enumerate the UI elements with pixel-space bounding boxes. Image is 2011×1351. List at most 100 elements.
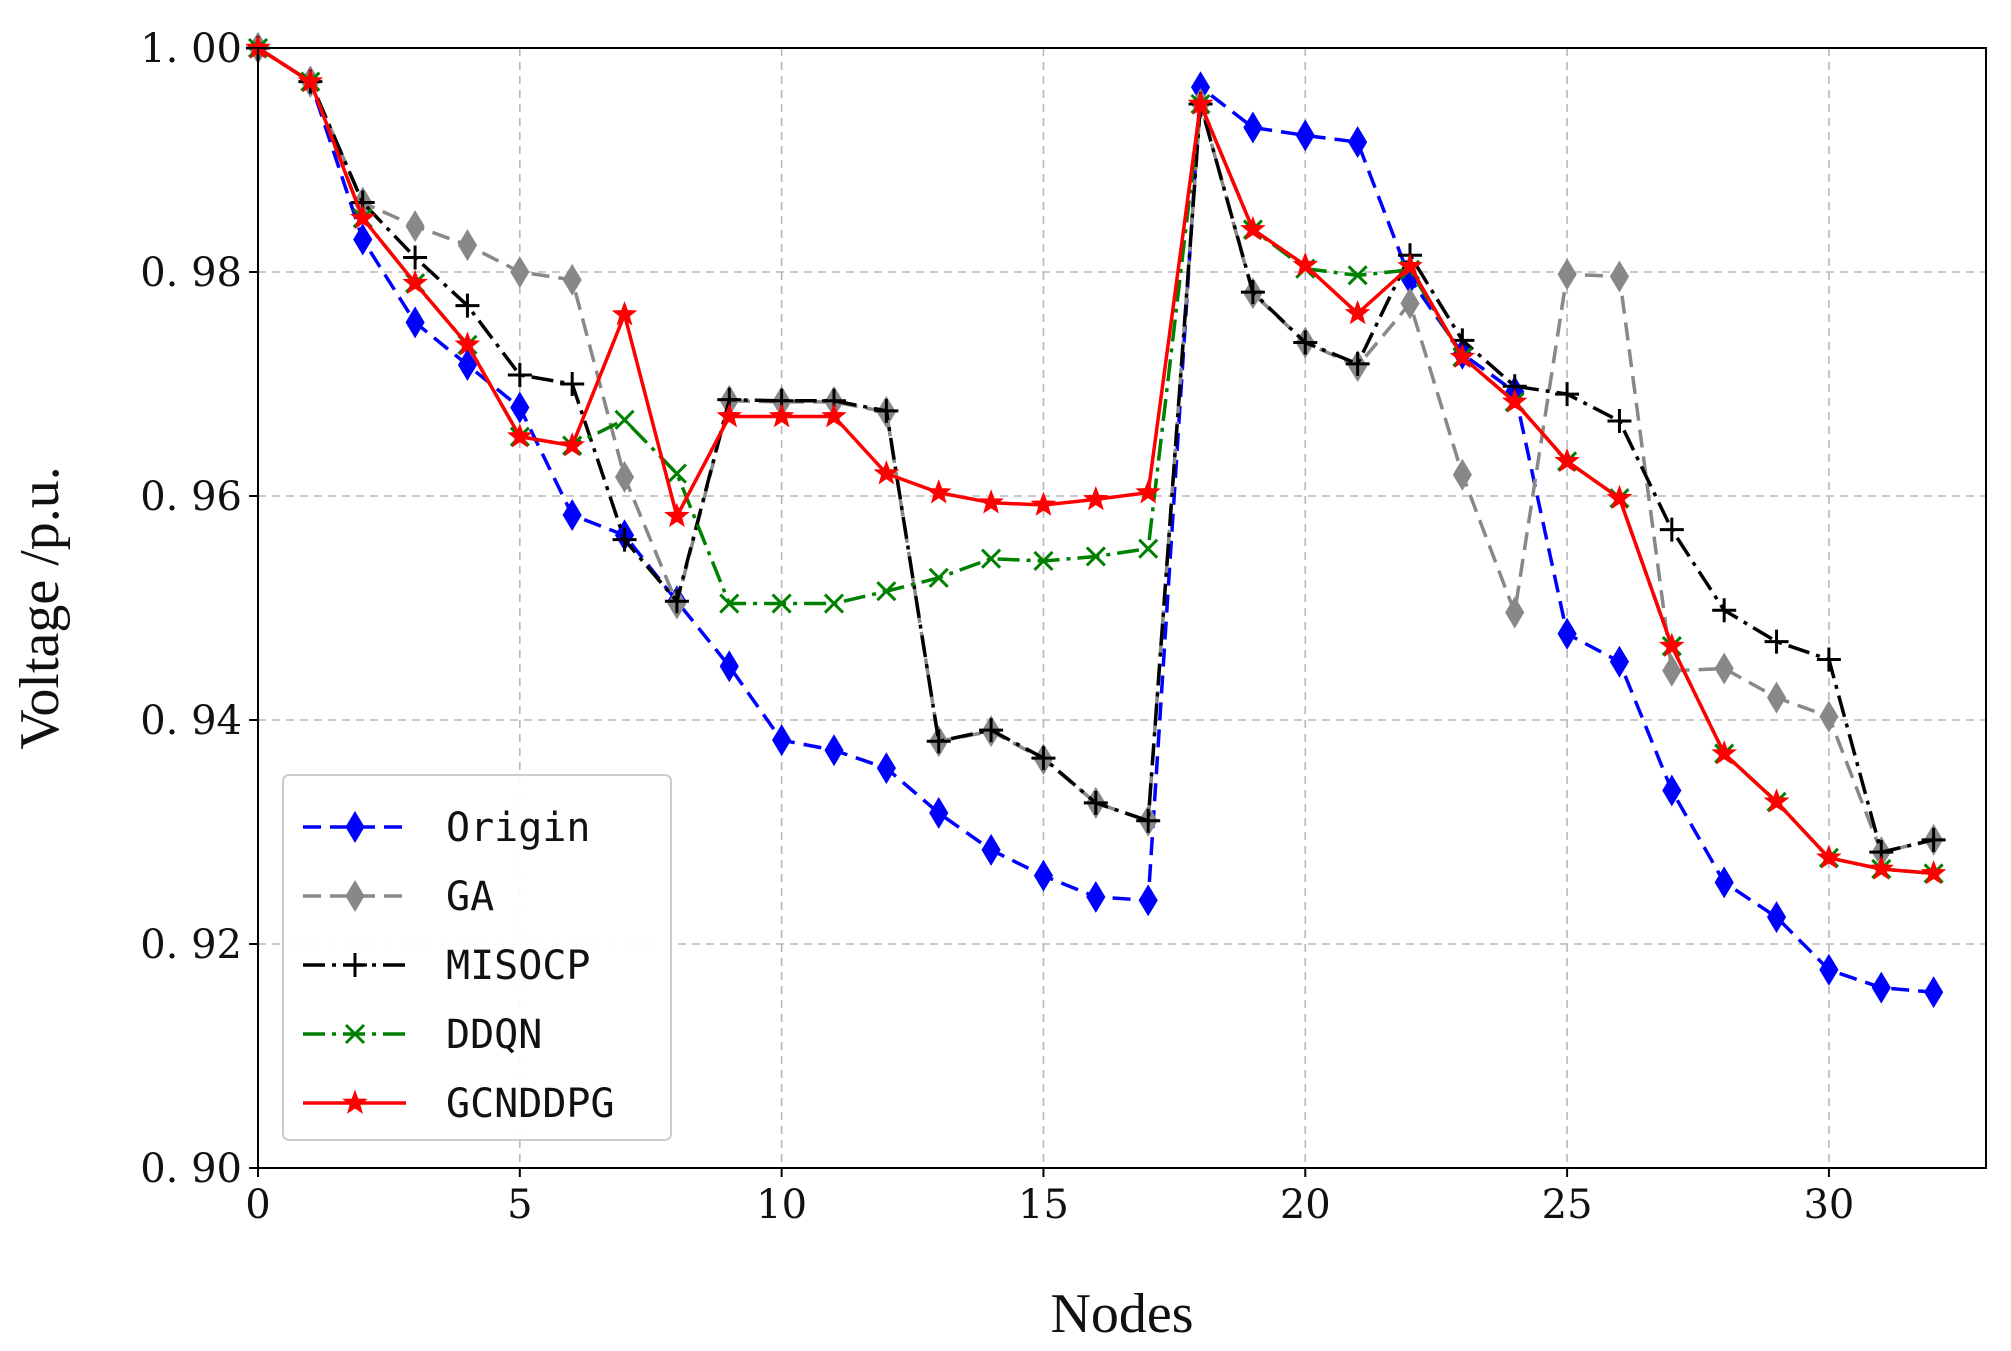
data-point-origin [719, 650, 739, 683]
y-tick-label: 1. 00 [140, 26, 242, 72]
data-point-misocp [1816, 647, 1841, 672]
data-point-origin [929, 796, 949, 829]
data-point-gcnddpg [1292, 251, 1319, 277]
data-point-gcnddpg [1449, 343, 1476, 368]
legend-marker-origin [345, 811, 365, 843]
data-point-origin [1086, 880, 1106, 913]
data-point-misocp [1345, 351, 1370, 376]
data-point-origin [1714, 866, 1734, 899]
data-point-origin [562, 499, 582, 532]
data-point-gcnddpg [925, 479, 952, 504]
data-point-gcnddpg [1868, 855, 1895, 880]
legend-marker-ddqn [344, 1023, 366, 1045]
data-point-ga [562, 263, 582, 296]
data-point-gcnddpg [716, 403, 743, 428]
data-point-ga [405, 210, 425, 243]
data-point-gcnddpg [611, 301, 638, 326]
data-point-origin [1557, 617, 1577, 650]
data-point-gcnddpg [1344, 299, 1371, 325]
series-origin [248, 32, 1944, 1009]
data-point-misocp [1240, 280, 1265, 305]
data-point-origin [876, 752, 896, 785]
data-point-misocp [1764, 629, 1789, 654]
data-point-ddqn [928, 567, 949, 588]
data-point-gcnddpg [297, 68, 324, 93]
data-point-origin [1871, 971, 1891, 1004]
data-point-misocp [403, 245, 428, 270]
x-tick-label: 0 [245, 1182, 270, 1228]
data-point-origin [1766, 901, 1787, 934]
y-tick-label: 0. 92 [140, 922, 242, 968]
x-tick-label: 15 [1018, 1182, 1069, 1228]
data-point-ga [510, 256, 530, 288]
data-point-origin [772, 724, 792, 757]
legend-label-ddqn: DDQN [446, 1012, 542, 1058]
data-point-misocp [1031, 746, 1056, 771]
data-point-ddqn [1033, 550, 1054, 572]
series-gcnddpg [245, 34, 1947, 885]
data-point-gcnddpg [1920, 859, 1947, 885]
data-point-gcnddpg [402, 269, 428, 295]
data-point-ddqn [614, 409, 635, 430]
data-point-ga [1609, 260, 1630, 293]
data-point-origin [1609, 645, 1630, 678]
data-point-origin [1243, 111, 1263, 144]
data-point-gcnddpg [1240, 215, 1266, 241]
data-point-gcnddpg [1397, 252, 1423, 278]
data-point-ddqn [823, 593, 845, 614]
y-tick-label: 0. 90 [140, 1146, 242, 1192]
y-tick-label: 0. 94 [140, 698, 242, 744]
data-point-ddqn [876, 581, 897, 602]
data-point-misocp [455, 293, 480, 318]
axis-ticks: 0 5 10 15 20 25 30 0. 90 0. 92 0. 94 0. 96 0. 98 1. … [140, 26, 1854, 1228]
data-point-gcnddpg [978, 489, 1004, 514]
data-point-ga [1714, 652, 1734, 685]
data-point-origin [353, 223, 373, 256]
data-point-gcnddpg [1501, 388, 1528, 413]
data-point-origin [405, 306, 425, 339]
legend-item-gcnddpg: GCNDDPG [303, 1081, 615, 1127]
y-tick-label: 0. 98 [140, 250, 242, 296]
data-point-misocp [926, 729, 951, 754]
data-point-origin [1924, 976, 1944, 1009]
data-point-gcnddpg [1763, 788, 1790, 813]
legend-label-misocp: MISOCP [446, 943, 591, 989]
data-point-misocp [1555, 382, 1580, 407]
data-point-misocp [1712, 598, 1737, 623]
data-point-ddqn [666, 463, 687, 484]
data-point-origin [1348, 126, 1368, 159]
data-point-gcnddpg [1554, 447, 1580, 473]
plot-frame [257, 47, 1987, 1169]
data-point-misocp [664, 589, 689, 614]
data-point-ddqn [1085, 546, 1106, 567]
data-point-ddqn [719, 593, 740, 614]
data-point-misocp [1659, 517, 1684, 542]
y-tick-label: 0. 96 [140, 474, 242, 520]
x-tick-label: 20 [1280, 1182, 1331, 1228]
legend-box [282, 774, 672, 1141]
data-point-origin [1662, 774, 1682, 807]
data-point-misocp [979, 718, 1004, 743]
legend-label-gcnddpg: GCNDDPG [446, 1081, 615, 1127]
data-point-misocp [612, 527, 637, 552]
x-tick-label: 5 [507, 1182, 532, 1228]
series-ga [248, 32, 1944, 869]
data-point-origin [1295, 119, 1315, 152]
data-point-origin [1033, 859, 1054, 892]
data-point-origin [510, 391, 530, 424]
data-point-misocp [507, 363, 532, 388]
x-tick-label: 30 [1803, 1182, 1854, 1228]
data-point-ga [1662, 654, 1682, 687]
data-point-misocp [874, 398, 899, 423]
data-point-gcnddpg [873, 460, 900, 485]
data-point-gcnddpg [1816, 844, 1842, 869]
data-point-ga [1400, 287, 1420, 320]
legend-marker-gcnddpg [342, 1089, 368, 1114]
x-tick-label: 10 [756, 1182, 807, 1228]
data-point-ga [1819, 700, 1839, 733]
data-point-origin [1819, 953, 1839, 986]
legend-item-ga: GA [303, 874, 494, 920]
data-point-ga [1766, 681, 1787, 714]
